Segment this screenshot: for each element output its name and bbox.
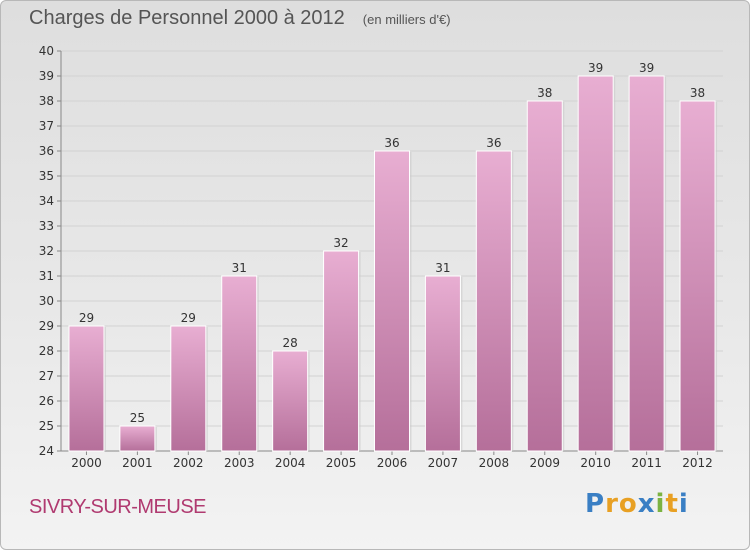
y-tick-label: 32 (39, 244, 54, 258)
y-tick-label: 29 (39, 319, 54, 333)
x-tick-label: 2011 (631, 456, 662, 470)
place-name: SIVRY-SUR-MEUSE (29, 496, 207, 518)
bar (68, 325, 105, 452)
y-tick-label: 33 (39, 219, 54, 233)
bar (424, 275, 461, 452)
bar (323, 250, 360, 452)
x-tick-label: 2000 (71, 456, 102, 470)
proxiti-logo: Proxiti (585, 489, 689, 519)
bar (170, 325, 207, 452)
y-tick-label: 24 (39, 444, 54, 458)
bar (272, 350, 309, 452)
x-tick-label: 2001 (122, 456, 153, 470)
x-tick-label: 2007 (428, 456, 459, 470)
labels: 29 25 29 31 28 32 36 31 36 38 39 39 38 (79, 61, 705, 425)
logo-letter: i (678, 489, 689, 519)
y-tick-label: 28 (39, 344, 54, 358)
bar (374, 150, 410, 452)
y-tick-label: 39 (39, 69, 54, 83)
chart-subtitle: (en milliers d'€) (362, 12, 451, 27)
x-tick-label: 2003 (224, 456, 255, 470)
bar (679, 100, 716, 452)
chart-title: Charges de Personnel 2000 à 2012 (en mill… (29, 7, 451, 30)
bars (68, 75, 718, 452)
bar-value-label: 36 (384, 136, 399, 150)
bar-value-label: 39 (639, 61, 654, 75)
x-tick-label: 2009 (529, 456, 560, 470)
y-tick-label: 40 (39, 44, 54, 58)
y-tick-label: 30 (39, 294, 54, 308)
x-tick-label: 2004 (275, 456, 306, 470)
bar-value-label: 29 (79, 311, 94, 325)
bar-value-label: 25 (130, 411, 145, 425)
bar-value-label: 38 (690, 86, 705, 100)
bar-value-label: 28 (283, 336, 298, 350)
bar (119, 425, 156, 452)
bar (577, 75, 614, 452)
y-tick-label: 37 (39, 119, 54, 133)
y-tick-label: 27 (39, 369, 54, 383)
bar (628, 75, 665, 452)
x-tick-label: 2006 (377, 456, 408, 470)
bar (221, 275, 258, 452)
bar-value-label: 38 (537, 86, 552, 100)
bar (475, 150, 512, 452)
logo-letter: t (665, 489, 679, 519)
bar-value-label: 31 (232, 261, 247, 275)
logo-letter: x (637, 489, 656, 519)
x-tick-label: 2005 (326, 456, 357, 470)
chart-title-text: Charges de Personnel 2000 à 2012 (29, 7, 345, 29)
bar-value-label: 36 (486, 136, 501, 150)
bar-value-label: 31 (435, 261, 450, 275)
axes: 24 25 26 27 28 29 30 31 32 33 34 35 36 37 38 39 40 2000 20… (39, 44, 723, 470)
y-tick-label: 31 (39, 269, 54, 283)
bar (526, 100, 563, 452)
x-tick-label: 2010 (580, 456, 611, 470)
y-tick-label: 26 (39, 394, 54, 408)
y-tick-label: 25 (39, 419, 54, 433)
bar-value-label: 32 (333, 236, 348, 250)
logo-letter: r (605, 489, 619, 519)
x-tick-label: 2008 (479, 456, 510, 470)
logo-letter: o (618, 489, 638, 519)
x-tick-label: 2012 (682, 456, 713, 470)
y-tick-label: 34 (39, 194, 54, 208)
x-tick-label: 2002 (173, 456, 204, 470)
bar-value-label: 39 (588, 61, 603, 75)
logo-letter: i (655, 489, 666, 519)
logo-letter: P (585, 489, 606, 519)
y-tick-label: 38 (39, 94, 54, 108)
bar-value-label: 29 (181, 311, 196, 325)
y-tick-label: 35 (39, 169, 54, 183)
y-tick-label: 36 (39, 144, 54, 158)
